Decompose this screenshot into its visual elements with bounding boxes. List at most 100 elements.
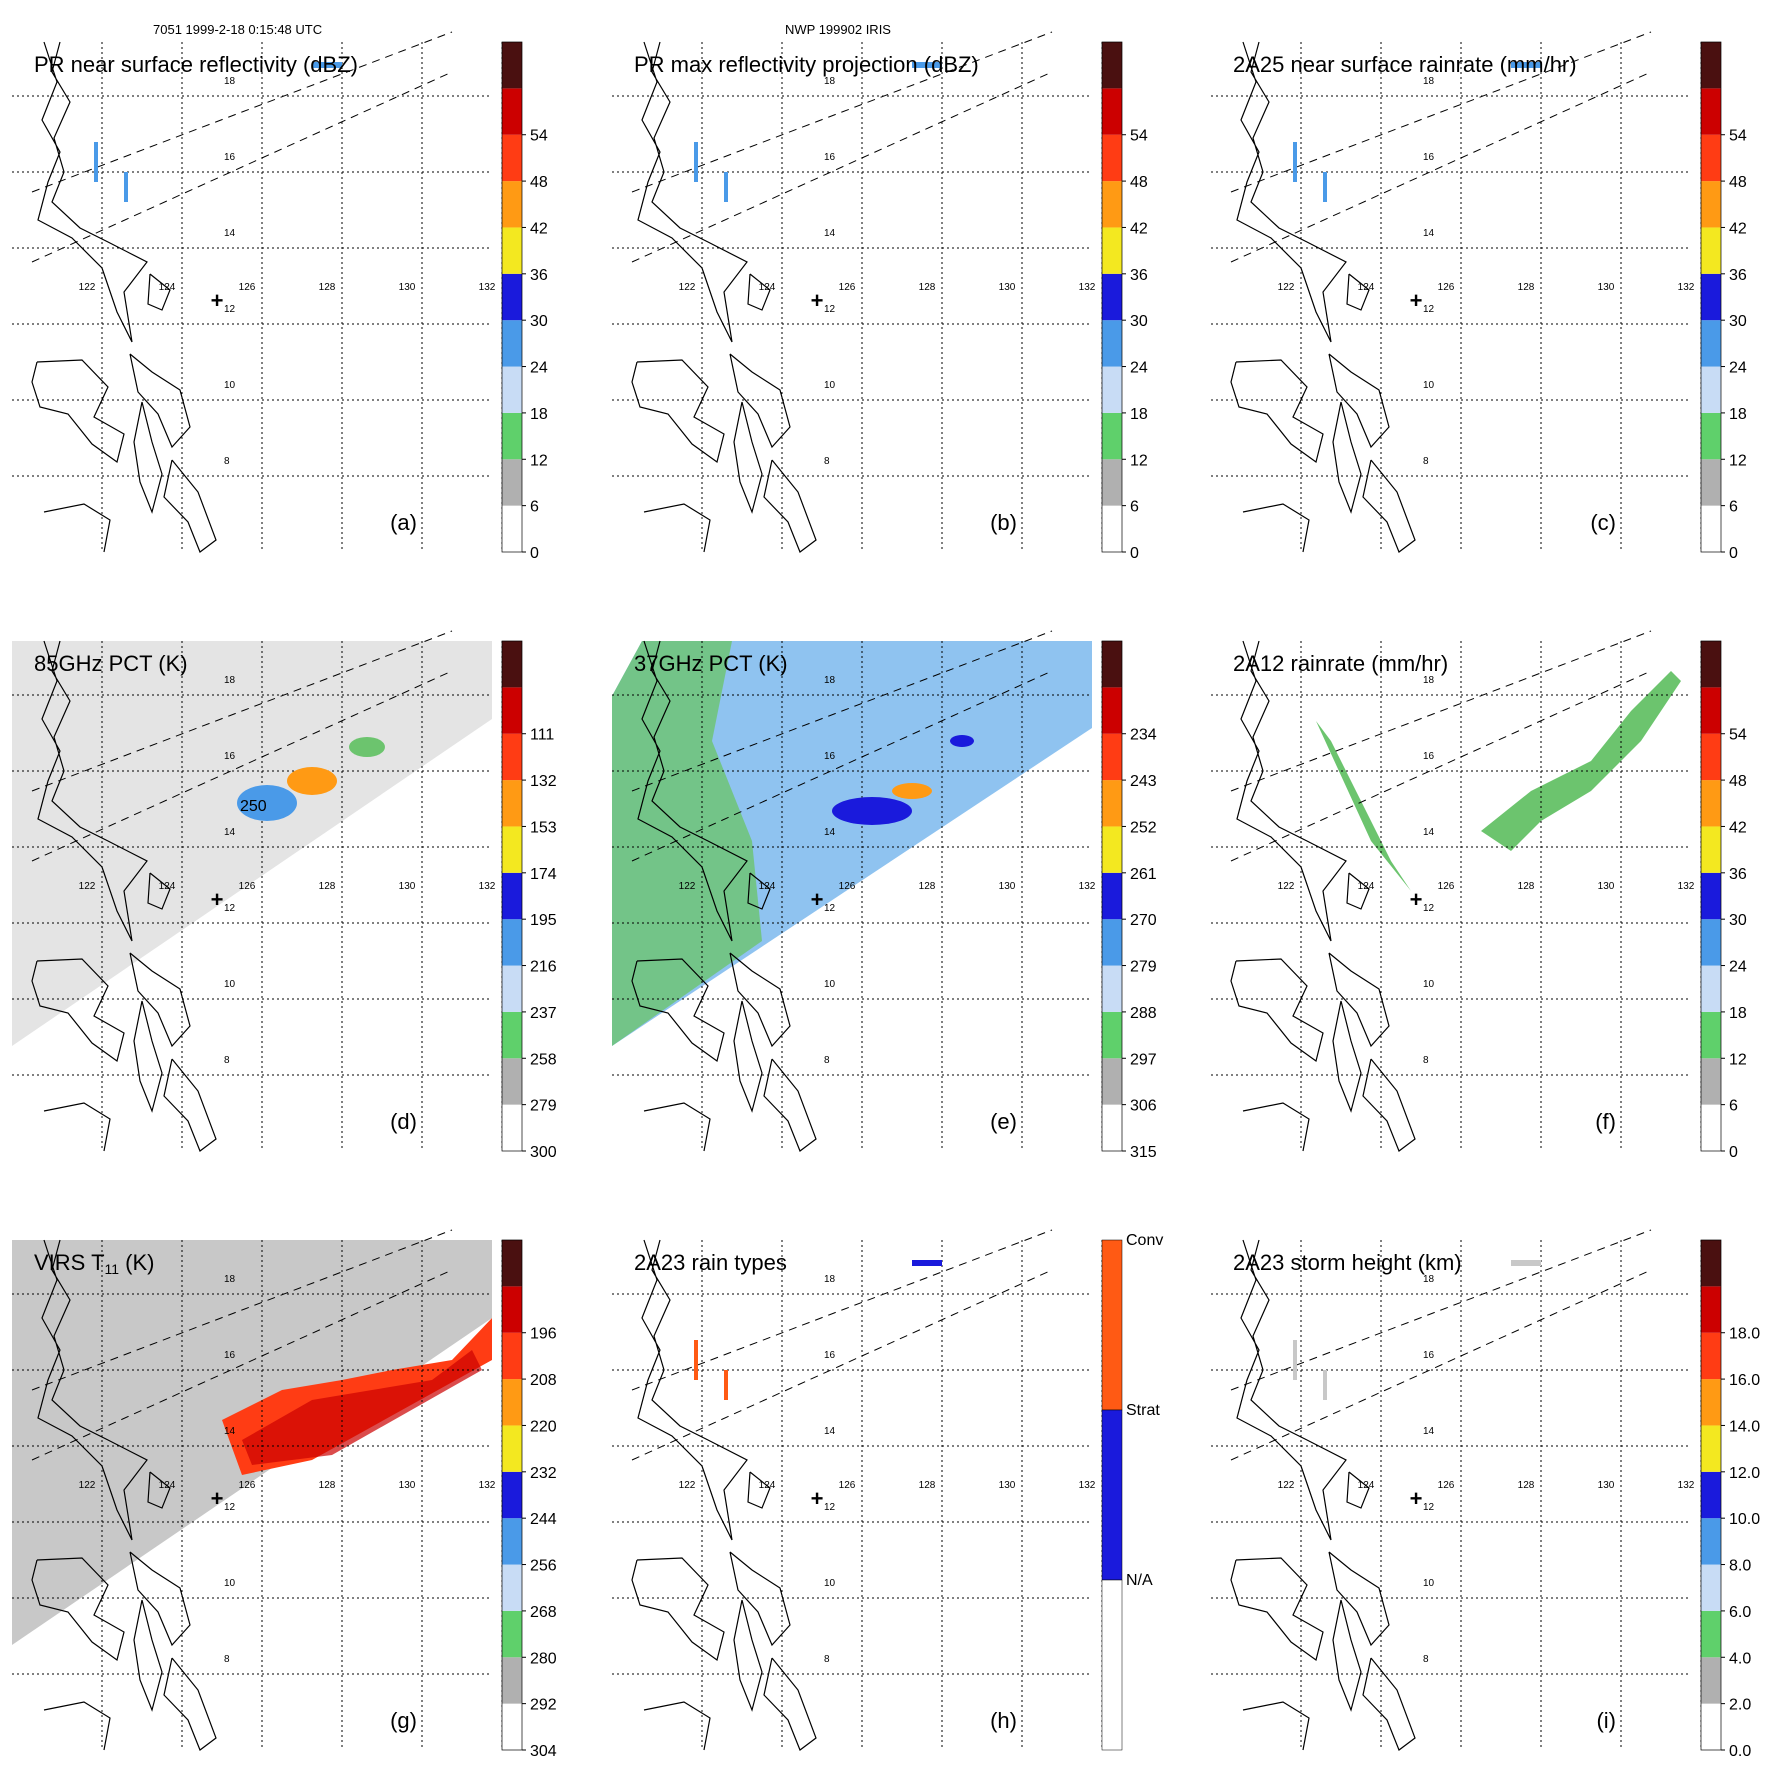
lon-label: 132 — [479, 282, 496, 293]
colorbar-band — [502, 505, 522, 552]
colorbar-band — [1701, 1011, 1721, 1059]
echo-cell — [724, 1370, 728, 1400]
lon-label: 128 — [1518, 1480, 1535, 1491]
colorbar-band — [1701, 919, 1721, 966]
lat-label: 12 — [1423, 304, 1435, 315]
lat-label: 12 — [824, 304, 836, 315]
lon-label: 130 — [1598, 1480, 1615, 1491]
colorbar-tick-label: 237 — [530, 1005, 557, 1022]
coastline — [133, 1599, 163, 1712]
colorbar-band — [1701, 1425, 1721, 1472]
panel-title-a: PR near surface reflectivity (dBZ) — [34, 52, 358, 77]
colorbar-tick-label: 12 — [1130, 452, 1148, 469]
colorbar-band — [1102, 826, 1122, 873]
colorbar-band — [502, 1703, 522, 1750]
panel-e: 122 124 126 128 130 132 18 16 14 12 10 8 +37GHz PCT … — [612, 630, 1157, 1161]
coastline — [43, 1701, 111, 1751]
coastline — [1328, 353, 1390, 449]
panel-title-sub: 11 — [105, 1261, 120, 1277]
coastline — [163, 459, 217, 553]
colorbar-tick-label: 30 — [530, 313, 548, 330]
ice-scatter-cell — [349, 737, 385, 757]
colorbar-band — [502, 459, 522, 506]
colorbar-band — [502, 1104, 522, 1151]
lon-label: 126 — [839, 1480, 856, 1491]
colorbar-band — [1701, 1518, 1721, 1565]
lat-label: 16 — [824, 751, 836, 762]
swath-edge — [1230, 670, 1652, 862]
lat-label: 18 — [224, 76, 236, 87]
colorbar-e: 315 306 297 288 279 270 261 252 243 234 — [1101, 640, 1157, 1161]
colorbar-band — [1101, 1409, 1123, 1581]
lat-label: 14 — [824, 827, 836, 838]
coastline — [1328, 952, 1390, 1048]
colorbar-band — [1701, 227, 1721, 274]
lon-label: 122 — [1278, 282, 1295, 293]
colorbar-tick-label: 24 — [1729, 959, 1747, 976]
colorbar-tick-label: 174 — [530, 866, 557, 883]
panel-title-unit: (K) — [119, 1250, 154, 1275]
colorbar-tick-label: 42 — [1729, 819, 1747, 836]
echo-cell — [912, 62, 942, 68]
colorbar-band — [1701, 1379, 1721, 1426]
coastline — [1362, 459, 1416, 553]
radar-center-marker: + — [211, 288, 224, 313]
lat-label: 8 — [824, 1654, 830, 1665]
colorbar-tick-label: 10.0 — [1729, 1511, 1760, 1528]
coastline — [1236, 640, 1347, 942]
panel-title-g: VIRS T11 (K) — [34, 1250, 155, 1277]
colorbar-tick-label: 279 — [1130, 959, 1157, 976]
colorbar-tick-label: 48 — [1130, 174, 1148, 191]
colorbar-band — [1102, 1011, 1122, 1059]
colorbar-band — [1102, 687, 1122, 734]
swath-edge — [1230, 1269, 1652, 1461]
colorbar-b: 0 6 12 18 24 30 36 42 48 54 — [1101, 41, 1148, 562]
colorbar-band — [1701, 1703, 1721, 1750]
colorbar-tick-label: 12 — [1729, 1051, 1747, 1068]
ice-scatter-cell — [287, 767, 337, 795]
colorbar-c: 0 6 12 18 24 30 36 42 48 54 — [1700, 41, 1747, 562]
colorbar-tick-label: 24 — [1130, 360, 1148, 377]
lon-label: 124 — [1358, 881, 1375, 892]
coastline — [31, 359, 125, 464]
lat-label: 8 — [1423, 1654, 1429, 1665]
colorbar-d: 300 279 258 237 216 195 174 153 132 111 — [501, 640, 557, 1161]
colorbar-frame — [501, 640, 523, 1152]
colorbar-band — [1701, 134, 1721, 182]
coastline — [643, 503, 711, 553]
lon-label: 126 — [839, 282, 856, 293]
colorbar-tick-label: 220 — [530, 1418, 557, 1435]
colorbar-band — [502, 1425, 522, 1472]
colorbar-tick-label: 36 — [1130, 267, 1148, 284]
colorbar-band — [502, 1011, 522, 1059]
coastline — [747, 273, 771, 311]
colorbar-band — [1102, 1058, 1122, 1105]
coastline — [129, 1551, 191, 1647]
coastline — [1242, 503, 1310, 553]
colorbar-tick-label: 42 — [1729, 220, 1747, 237]
swath-edge — [631, 670, 1053, 862]
colorbar-tick-label: 132 — [530, 773, 557, 790]
coastline — [1332, 1599, 1362, 1712]
colorbar-tick-label: 48 — [1729, 174, 1747, 191]
lat-label: 16 — [1423, 751, 1435, 762]
coastline — [729, 1551, 791, 1647]
colorbar-band — [1102, 965, 1122, 1012]
swath-edge — [31, 1269, 453, 1461]
colorbar-tick-label: 279 — [530, 1098, 557, 1115]
colorbar-band — [502, 826, 522, 873]
lon-label: 130 — [999, 1480, 1016, 1491]
radar-center-marker: + — [211, 887, 224, 912]
land-warm-e — [612, 641, 762, 1046]
coastline — [31, 958, 125, 1063]
lat-label: 16 — [224, 1350, 236, 1361]
echo-cell — [1293, 142, 1297, 182]
colorbar-band — [1102, 273, 1122, 321]
lon-label: 128 — [319, 881, 336, 892]
coastline — [637, 1239, 748, 1541]
colorbar-tick-label: 243 — [1130, 773, 1157, 790]
colorbar-band — [1701, 1286, 1721, 1333]
colorbar-band — [1701, 872, 1721, 920]
coastline — [637, 640, 748, 942]
lat-label: 10 — [1423, 380, 1435, 391]
